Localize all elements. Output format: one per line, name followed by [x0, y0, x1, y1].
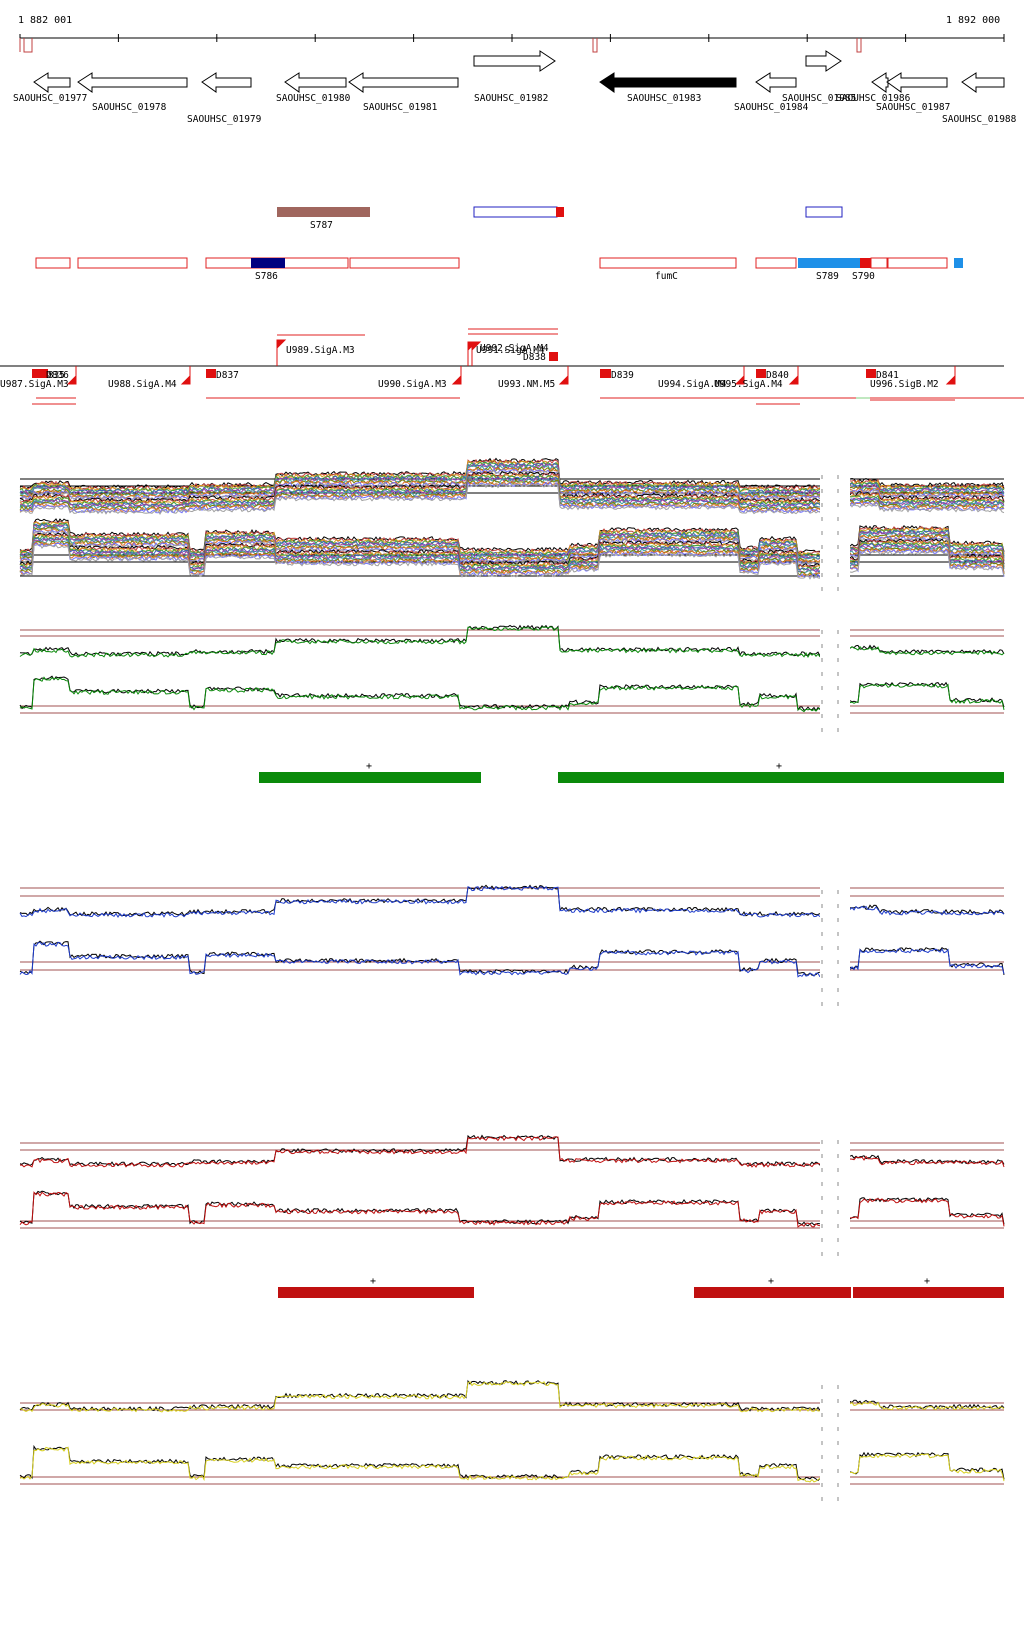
svg-text:SAOUHSC_01985: SAOUHSC_01985	[782, 93, 856, 104]
svg-text:U988.SigA.M4: U988.SigA.M4	[108, 379, 177, 390]
feature-S789[interactable]: S789	[798, 258, 860, 282]
gene-SAOUHSC_01981[interactable]: SAOUHSC_01981	[348, 72, 459, 113]
ruler-start-label: 1 882 001	[18, 15, 72, 26]
svg-text:U990.SigA.M3: U990.SigA.M3	[378, 379, 447, 390]
svg-text:S789: S789	[816, 271, 839, 282]
feature-S790[interactable]: S790	[852, 258, 875, 282]
svg-text:S787: S787	[310, 220, 333, 231]
gene-SAOUHSC_01984[interactable]: SAOUHSC_01984	[734, 72, 809, 113]
svg-text:+: +	[370, 1276, 376, 1287]
upshift-U996.SigB.M2[interactable]: U996.SigB.M2	[870, 366, 956, 390]
svg-text:+: +	[924, 1276, 930, 1287]
segment-box[interactable]	[349, 257, 460, 269]
svg-text:D839: D839	[611, 370, 634, 381]
svg-text:D840: D840	[766, 370, 789, 381]
segment-bars-green: + +	[259, 761, 1004, 783]
svg-text:+: +	[366, 761, 372, 772]
feature-track: S787 S786 fumC S789 S790	[35, 206, 963, 282]
coordinate-ruler: 1 882 001 1 892 000	[18, 15, 1005, 53]
downshift-D836[interactable]: D836	[40, 369, 69, 381]
gene-SAOUHSC_01980[interactable]: SAOUHSC_01980	[276, 72, 351, 104]
expression-yellow	[19, 1373, 1005, 1513]
svg-text:U994.SigA.M4: U994.SigA.M4	[658, 379, 727, 390]
shift-track: U987.SigA.M3 U988.SigA.M4 U989.SigA.M3 U…	[0, 328, 1024, 405]
gene-SAOUHSC_01978[interactable]: SAOUHSC_01978	[77, 72, 188, 113]
svg-text:SAOUHSC_01982: SAOUHSC_01982	[474, 93, 548, 104]
segment-marker	[954, 258, 963, 268]
svg-text:SAOUHSC_01981: SAOUHSC_01981	[363, 102, 438, 113]
svg-text:SAOUHSC_01979: SAOUHSC_01979	[187, 114, 262, 125]
gene-SAOUHSC_01983[interactable]: SAOUHSC_01983	[599, 72, 737, 104]
upshift-U993.NM.M5[interactable]: U993.NM.M5	[498, 366, 569, 390]
svg-text:S786: S786	[255, 271, 278, 282]
gene-SAOUHSC_01987[interactable]: SAOUHSC_01987	[876, 72, 950, 113]
upshift-U992.SigA.M4[interactable]: U992.SigA.M4	[471, 341, 549, 366]
svg-text:U987.SigA.M3: U987.SigA.M3	[0, 379, 69, 390]
segment-box[interactable]	[755, 257, 797, 269]
feature-S786[interactable]: S786	[251, 258, 285, 282]
svg-text:SAOUHSC_01987: SAOUHSC_01987	[876, 102, 950, 113]
svg-text:U993.NM.M5: U993.NM.M5	[498, 379, 555, 390]
svg-text:SAOUHSC_01980: SAOUHSC_01980	[276, 93, 351, 104]
gene-track: SAOUHSC_01977 SAOUHSC_01978 SAOUHSC_0197…	[13, 50, 1017, 125]
svg-text:+: +	[776, 761, 782, 772]
svg-text:D838: D838	[523, 352, 546, 363]
gene-SAOUHSC_01979[interactable]: SAOUHSC_01979	[187, 72, 262, 125]
downshift-D837[interactable]: D837	[206, 369, 239, 381]
expression-all-conditions	[19, 449, 1005, 591]
ruler-end-label: 1 892 000	[946, 15, 1000, 26]
segment-box[interactable]	[473, 206, 558, 218]
downshift-D835[interactable]: D835	[32, 369, 65, 381]
upshift-U987.SigA.M3[interactable]: U987.SigA.M3	[0, 366, 77, 390]
svg-text:U989.SigA.M3: U989.SigA.M3	[286, 345, 355, 356]
expression-red	[19, 1113, 1005, 1256]
svg-text:U996.SigB.M2: U996.SigB.M2	[870, 379, 939, 390]
svg-text:S790: S790	[852, 271, 875, 282]
svg-text:U995.SigA.M4: U995.SigA.M4	[714, 379, 783, 390]
gene-SAOUHSC_01977[interactable]: SAOUHSC_01977	[13, 72, 87, 104]
downshift-D838[interactable]: D838	[523, 352, 558, 363]
upshift-U990.SigA.M3[interactable]: U990.SigA.M3	[378, 366, 462, 390]
segment-marker	[556, 207, 564, 217]
downshift-D840[interactable]: D840	[756, 369, 789, 381]
svg-text:D835: D835	[42, 370, 65, 381]
gene-SAOUHSC_01988[interactable]: SAOUHSC_01988	[942, 72, 1017, 125]
svg-text:D837: D837	[216, 370, 239, 381]
segment-box[interactable]	[870, 257, 888, 269]
downshift-D841[interactable]: D841	[866, 369, 899, 381]
svg-text:fumC: fumC	[655, 271, 678, 282]
segment-bars-red: + + +	[278, 1276, 1004, 1298]
upshift-U995.SigA.M4[interactable]: U995.SigA.M4	[714, 366, 799, 390]
feature-S787[interactable]: S787	[277, 207, 370, 231]
segment-box[interactable]	[77, 257, 188, 269]
svg-text:SAOUHSC_01978: SAOUHSC_01978	[92, 102, 167, 113]
svg-text:D836: D836	[46, 370, 69, 381]
svg-text:SAOUHSC_01984: SAOUHSC_01984	[734, 102, 809, 113]
segment-box[interactable]	[35, 257, 71, 269]
segment-box[interactable]	[805, 206, 843, 218]
feature-fumC[interactable]: fumC	[599, 257, 737, 282]
gene-SAOUHSC_01985[interactable]: SAOUHSC_01985	[782, 50, 856, 104]
segment-box[interactable]	[887, 257, 948, 269]
svg-text:SAOUHSC_01977: SAOUHSC_01977	[13, 93, 87, 104]
svg-text:SAOUHSC_01986: SAOUHSC_01986	[836, 93, 911, 104]
svg-text:U992.SigA.M4: U992.SigA.M4	[480, 343, 549, 354]
upshift-U989.SigA.M3[interactable]: U989.SigA.M3	[276, 339, 355, 366]
expression-green	[19, 600, 1005, 732]
upshift-U994.SigA.M4[interactable]: U994.SigA.M4	[658, 366, 745, 390]
svg-text:SAOUHSC_01983: SAOUHSC_01983	[627, 93, 701, 104]
svg-text:D841: D841	[876, 370, 899, 381]
downshift-D839[interactable]: D839	[600, 369, 634, 381]
svg-text:+: +	[768, 1276, 774, 1287]
upshift-U988.SigA.M4[interactable]: U988.SigA.M4	[108, 366, 191, 390]
gene-SAOUHSC_01982[interactable]: SAOUHSC_01982	[473, 50, 556, 104]
svg-text:SAOUHSC_01988: SAOUHSC_01988	[942, 114, 1017, 125]
expression-blue	[19, 858, 1005, 1006]
svg-text:U991.SigA.M4: U991.SigA.M4	[476, 345, 545, 356]
